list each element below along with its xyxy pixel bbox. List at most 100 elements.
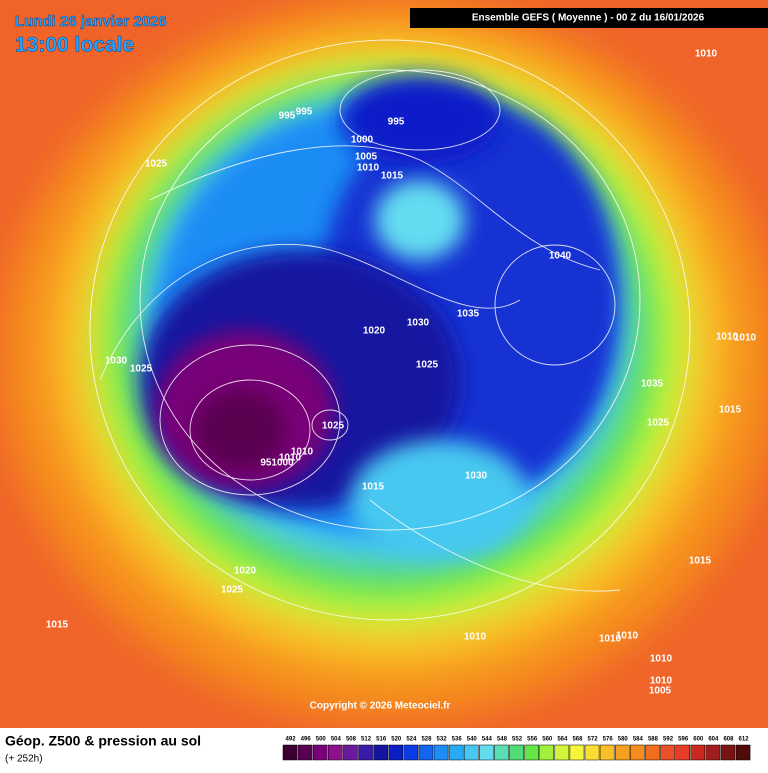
isobar-label: 1020: [234, 566, 257, 577]
scale-swatch: [312, 744, 328, 761]
isobar-label: 1010: [464, 632, 487, 643]
scale-swatch: [388, 744, 404, 761]
scale-swatch: [599, 744, 615, 761]
scale-swatch: [705, 744, 721, 761]
scale-label: 592: [663, 737, 674, 743]
scale-swatch: [403, 744, 419, 761]
scale-swatch: [328, 744, 343, 761]
scale-label: 596: [678, 737, 689, 743]
scale-label: 532: [437, 737, 448, 743]
scale-label: 544: [482, 737, 493, 743]
isobar-label: 1025: [130, 364, 153, 375]
scale-swatch: [524, 744, 539, 761]
isobar-label: 1035: [457, 309, 480, 320]
isobar-label: 1000: [351, 135, 374, 146]
scale-label: 552: [512, 737, 523, 743]
scale-swatch: [690, 744, 706, 761]
scale-swatch: [554, 744, 570, 761]
isobar-label: 1015: [46, 620, 69, 631]
isobar-label: 1025: [322, 421, 345, 432]
scale-swatch: [373, 744, 388, 761]
scale-label: 496: [301, 737, 312, 743]
isobar-label: 1030: [105, 356, 128, 367]
scale-swatch: [645, 744, 660, 761]
isobar-label: 1015: [362, 482, 385, 493]
scale-label: 512: [361, 737, 372, 743]
scale-swatch: [509, 744, 524, 761]
scale-swatch: [660, 744, 675, 761]
isobar-label: 1025: [145, 159, 168, 170]
isobar-label: 1010: [279, 453, 302, 464]
scale-label: 608: [723, 737, 734, 743]
scale-label: 564: [557, 737, 568, 743]
date: Lundi 26 janvier 2026: [15, 13, 167, 30]
scale-label: 540: [467, 737, 478, 743]
isobar-label: 995: [388, 117, 405, 128]
scale-swatch: [358, 744, 373, 761]
isobar-label: 1010: [716, 332, 739, 343]
isobars: [89, 39, 691, 621]
scale-swatch: [630, 744, 645, 761]
isobar-label: 1005: [355, 152, 378, 163]
scale-swatch: [448, 744, 464, 761]
scale-label: 548: [497, 737, 508, 743]
scale-label: 580: [618, 737, 629, 743]
scale-label: 572: [588, 737, 599, 743]
run-info: Ensemble GEFS ( Moyenne ) - 00 Z du 16/0…: [472, 13, 705, 24]
isobar-label: 1025: [221, 585, 244, 596]
scale-label: 568: [572, 737, 583, 743]
scale-label: 588: [648, 737, 659, 743]
scale-label: 500: [316, 737, 327, 743]
scale-swatch: [735, 744, 751, 761]
scale-label: 560: [542, 737, 553, 743]
scale-swatch: [569, 744, 585, 761]
isobar-label: 1010: [291, 447, 314, 458]
scale-label: 584: [633, 737, 644, 743]
scale-label: 604: [708, 737, 719, 743]
isobar-label: 1025: [647, 418, 670, 429]
isobar-label: 1015: [689, 556, 712, 567]
isobar-label: 1035: [641, 379, 664, 390]
run-box: [410, 8, 768, 28]
time: 13:00 locale: [15, 34, 134, 57]
footer-title: Géop. Z500 & pression au sol: [5, 733, 201, 749]
isobar-label: 1010: [357, 163, 380, 174]
copyright: Copyright © 2026 Meteociel.fr: [310, 701, 451, 712]
scale-label: 504: [331, 737, 342, 743]
scale-label: 536: [452, 737, 463, 743]
isobar-label: 1005: [649, 686, 672, 697]
scale-label: 524: [406, 737, 417, 743]
scale-swatch: [297, 744, 313, 761]
scale-swatch: [479, 744, 494, 761]
isobar-label: 995: [296, 107, 313, 118]
isobar-label: 1010: [616, 631, 639, 642]
isobar-label: 1010: [734, 333, 757, 344]
scale-swatch: [584, 744, 600, 761]
scale-swatch: [463, 744, 479, 761]
scale-label: 492: [286, 737, 297, 743]
isobar-label: 1015: [381, 171, 404, 182]
scale-swatch: [343, 744, 358, 761]
scale-label: 520: [391, 737, 402, 743]
isobar-label: 1030: [465, 471, 488, 482]
isobar-label: 1020: [363, 326, 386, 337]
scale-swatch: [282, 744, 298, 761]
isobar-label: 1015: [719, 405, 742, 416]
scale-swatch: [494, 744, 509, 761]
scale-label: 576: [603, 737, 614, 743]
isobar-label: 1010: [599, 634, 622, 645]
scale-label: 600: [693, 737, 704, 743]
isobar-label: 1010: [695, 49, 718, 60]
scale-label: 612: [739, 737, 750, 743]
scale-label: 556: [527, 737, 538, 743]
isobar-label: 951000: [260, 458, 294, 469]
isobar-label: 1030: [407, 318, 430, 329]
scale-label: 508: [346, 737, 357, 743]
scale-swatch: [720, 744, 736, 761]
scale-swatch: [614, 744, 630, 761]
footer-lead: (+ 252h): [5, 754, 43, 765]
isobar-label: 1010: [650, 676, 673, 687]
field: [0, 0, 768, 728]
scale-swatch: [539, 744, 555, 761]
